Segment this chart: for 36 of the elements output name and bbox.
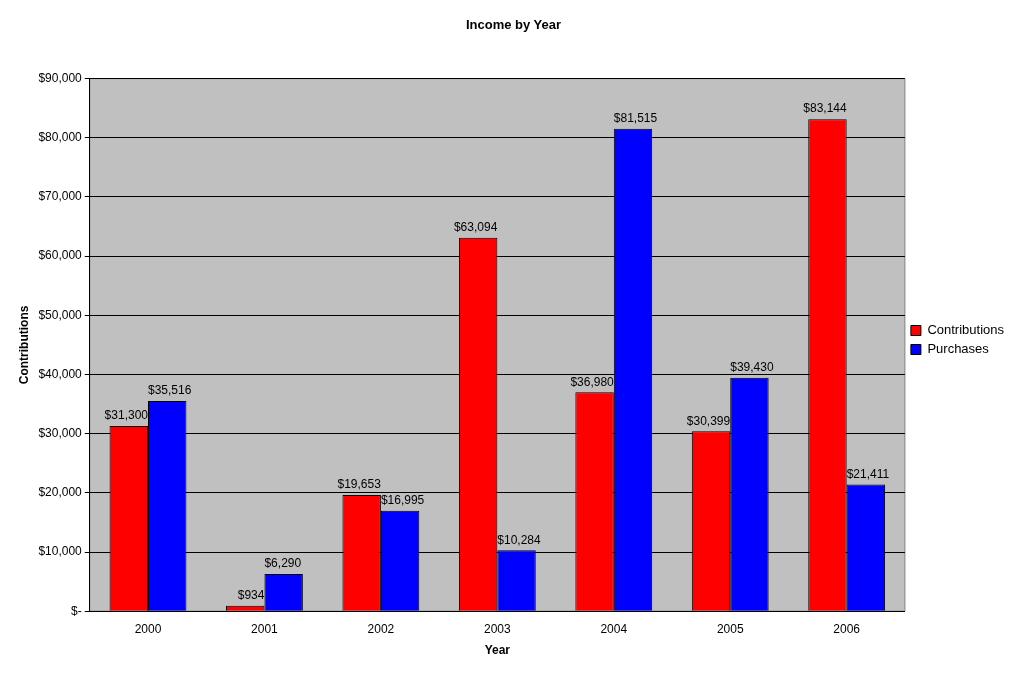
data-label: $39,430 [730,360,774,375]
data-label: $16,995 [380,492,425,507]
x-tick-label: 2005 [716,621,744,636]
y-tick-label: $90,000 [38,70,83,85]
y-tick-label: $30,000 [38,425,83,440]
y-tick-label: $20,000 [38,485,83,500]
chart-title: Income by Year [465,17,562,33]
legend-label: Purchases [927,341,990,357]
x-tick-label: 2001 [251,621,279,636]
x-tick-label: 2003 [483,621,512,636]
data-label: $10,284 [497,532,542,547]
data-label: $83,144 [803,101,847,116]
data-label: $6,290 [264,556,302,571]
data-label: $36,980 [570,374,615,389]
y-tick-label: $10,000 [38,544,83,559]
data-label: $35,516 [148,383,192,398]
x-tick-label: 2000 [134,621,162,636]
y-tick-label: $70,000 [38,189,83,204]
data-label: $31,300 [104,408,149,423]
y-tick-label: $40,000 [38,366,83,381]
y-tick-label: $80,000 [38,130,83,145]
data-label: $81,515 [613,111,658,126]
y-axis-title: Contributions [16,305,31,385]
x-tick-label: 2006 [833,621,861,636]
data-label: $21,411 [846,466,890,481]
legend-label: Contributions [927,322,1005,338]
data-label: $63,094 [453,220,498,235]
x-tick-label: 2004 [600,621,628,636]
y-tick-label: $- [71,603,82,618]
x-tick-label: 2002 [367,621,395,636]
y-tick-label: $50,000 [38,307,83,322]
data-label: $30,399 [686,413,731,428]
data-label: $934 [237,587,265,602]
y-tick-label: $60,000 [38,248,83,263]
data-label: $19,653 [337,477,382,492]
x-axis-title: Year [484,643,511,658]
